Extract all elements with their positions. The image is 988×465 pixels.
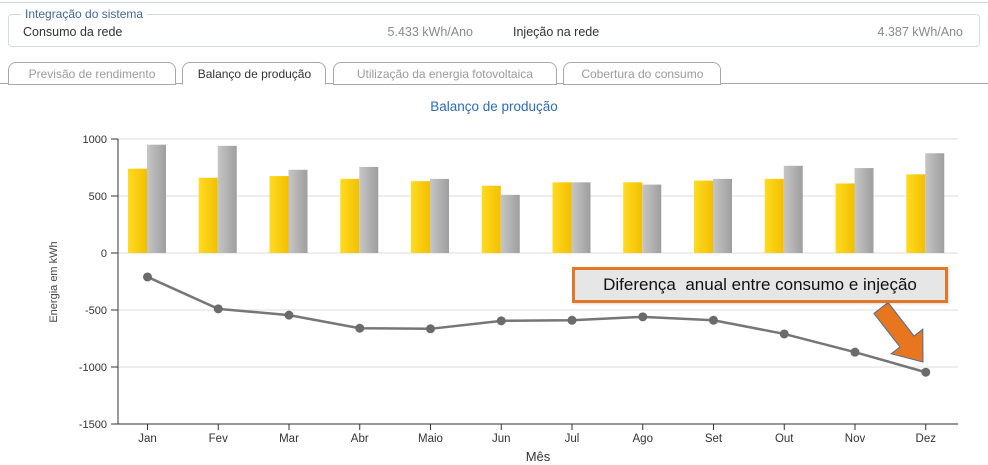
tab-bar: Previsão de rendimento Balanço de produç… <box>0 61 988 85</box>
bar-gray <box>500 194 520 253</box>
line-point <box>638 312 648 322</box>
x-axis-label: Dez <box>916 433 937 445</box>
bar-gray <box>288 169 308 253</box>
y-tick-label: 500 <box>89 191 107 203</box>
bar-gray <box>147 144 166 253</box>
bar-yellow <box>623 182 643 253</box>
tab-utilizacao-da-energia-fotovoltaica[interactable]: Utilização da energia fotovoltaica <box>332 62 557 85</box>
annotation-box: Diferença anual entre consumo e injeção <box>572 267 948 303</box>
x-axis-label: Out <box>775 433 794 445</box>
grid-injection-value: 4.387 kWh/Ano <box>877 25 963 39</box>
y-tick-label: -1500 <box>79 419 107 431</box>
bar-yellow <box>481 185 501 253</box>
x-axis-label: Jun <box>492 433 511 445</box>
chart-section: 1000 500 0 -500 -1000 -1500 Jan Fev Mar Abr Maio Ju… <box>0 90 988 462</box>
x-axis-label: Mar <box>279 433 299 445</box>
x-axis-label: Abr <box>351 433 369 445</box>
line-point <box>567 315 577 325</box>
system-integration-row: Consumo da rede 5.433 kWh/Ano Injeção na… <box>19 25 969 39</box>
bar-gray <box>713 178 732 253</box>
bar-gray <box>783 165 803 253</box>
tab-previsao-de-rendimento[interactable]: Previsão de rendimento <box>8 62 176 85</box>
bar-gray <box>430 178 449 253</box>
line-point <box>496 316 506 326</box>
bar-gray <box>217 145 237 253</box>
bar-gray <box>359 166 379 253</box>
y-tick-label: 0 <box>101 248 107 260</box>
bar-gray <box>925 153 945 253</box>
y-axis-title: Energia em kWh <box>48 241 60 322</box>
bar-yellow <box>835 183 855 253</box>
bar-yellow <box>552 182 572 253</box>
grid-injection-label: Injeção na rede <box>513 25 600 39</box>
x-axis-label: Maio <box>418 433 443 445</box>
grid-consumption-value: 5.433 kWh/Ano <box>387 25 473 39</box>
x-axis-label: Fev <box>209 433 228 445</box>
bar-gray <box>854 168 874 253</box>
x-axis-label: Jul <box>565 433 580 445</box>
bar-yellow <box>198 177 218 253</box>
tab-balanco-de-producao[interactable]: Balanço de produção <box>182 62 327 85</box>
bar-yellow <box>128 168 147 253</box>
x-axis-label: Jan <box>138 433 157 445</box>
line-point <box>779 329 789 339</box>
top-divider <box>0 2 988 3</box>
y-tick-label: -500 <box>85 305 107 317</box>
bar-yellow <box>269 176 289 253</box>
bar-yellow <box>906 174 926 253</box>
bar-yellow <box>694 180 713 253</box>
grid-consumption-cell: Consumo da rede 5.433 kWh/Ano <box>19 25 479 39</box>
line-point <box>355 323 365 333</box>
line-point <box>213 304 223 314</box>
y-tick-label: -1000 <box>79 362 107 374</box>
x-axis-label: Nov <box>845 433 866 445</box>
tab-cobertura-do-consumo[interactable]: Cobertura do consumo <box>563 62 722 85</box>
x-axis-label: Ago <box>633 433 653 445</box>
grid-injection-cell: Injeção na rede 4.387 kWh/Ano <box>509 25 969 39</box>
difference-line <box>146 275 927 374</box>
system-integration-panel: Integração do sistema Consumo da rede 5.… <box>8 7 980 47</box>
bar-gray <box>642 184 662 253</box>
system-integration-legend: Integração do sistema <box>25 7 144 21</box>
bar-yellow <box>764 178 784 253</box>
bar-yellow <box>411 181 430 253</box>
grid-consumption-label: Consumo da rede <box>23 25 123 39</box>
bar-yellow <box>340 178 360 253</box>
production-balance-chart: 1000 500 0 -500 -1000 -1500 Jan Fev Mar Abr Maio Ju… <box>48 134 958 462</box>
line-point <box>284 310 294 320</box>
line-point <box>143 272 152 282</box>
line-point <box>426 324 435 334</box>
x-axis-label: Set <box>705 433 723 445</box>
y-tick-label: 1000 <box>83 134 107 146</box>
annotation-text: Diferença anual entre consumo e injeção <box>603 275 917 294</box>
line-point <box>921 367 931 377</box>
chart-title: Balanço de produção <box>430 99 558 114</box>
x-axis-title: Mês <box>526 449 551 462</box>
line-point <box>709 315 718 325</box>
bar-gray <box>571 182 591 253</box>
annotation-arrow-icon <box>873 301 924 363</box>
line-point <box>850 347 860 357</box>
